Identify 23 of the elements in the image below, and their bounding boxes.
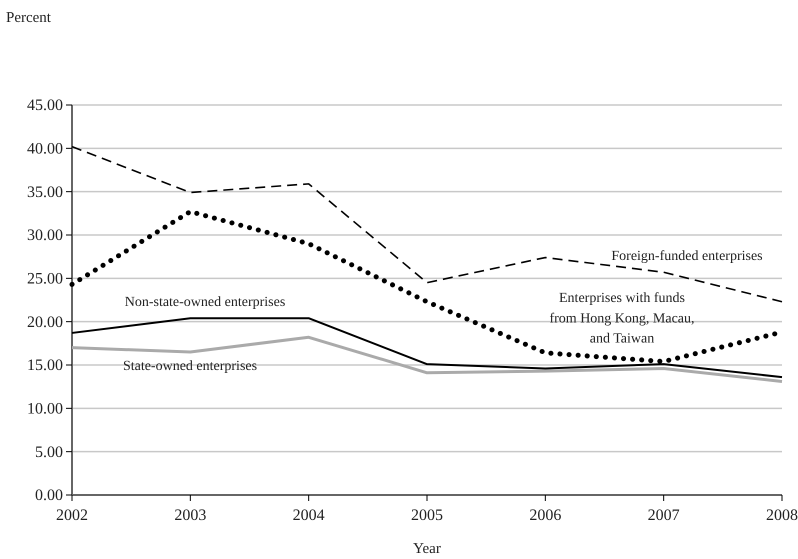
x-tick-label: 2005 [411,507,443,524]
y-axis-title: Percent [6,10,52,26]
y-tick-label: 40.00 [27,140,63,158]
series-label: State-owned enterprises [122,359,258,374]
series-label: Non-state-owned enterprises [124,295,286,310]
series-label: Enterprises with funds from Hong Kong, Macau, and Taiwan [549,291,695,347]
y-tick-label: 5.00 [35,444,63,461]
y-tick-label: 10.00 [27,400,63,418]
y-tick-label: 0.00 [35,487,63,504]
series-label: Foreign-funded enterprises [611,249,763,264]
x-tick-label: 2007 [648,507,680,524]
x-axis-title: Year [413,541,441,557]
x-tick-label: 2008 [766,507,798,524]
x-tick-label: 2002 [56,507,88,524]
x-tick-label: 2006 [529,507,562,524]
y-tick-label: 30.00 [27,227,63,244]
y-tick-label: 15.00 [27,357,63,374]
x-tick-label: 2004 [292,507,325,524]
x-tick-label: 2003 [174,507,206,524]
y-tick-label: 45.00 [27,97,63,114]
y-tick-label: 20.00 [27,314,63,331]
y-tick-label: 35.00 [27,184,63,201]
y-tick-label: 25.00 [27,270,63,288]
